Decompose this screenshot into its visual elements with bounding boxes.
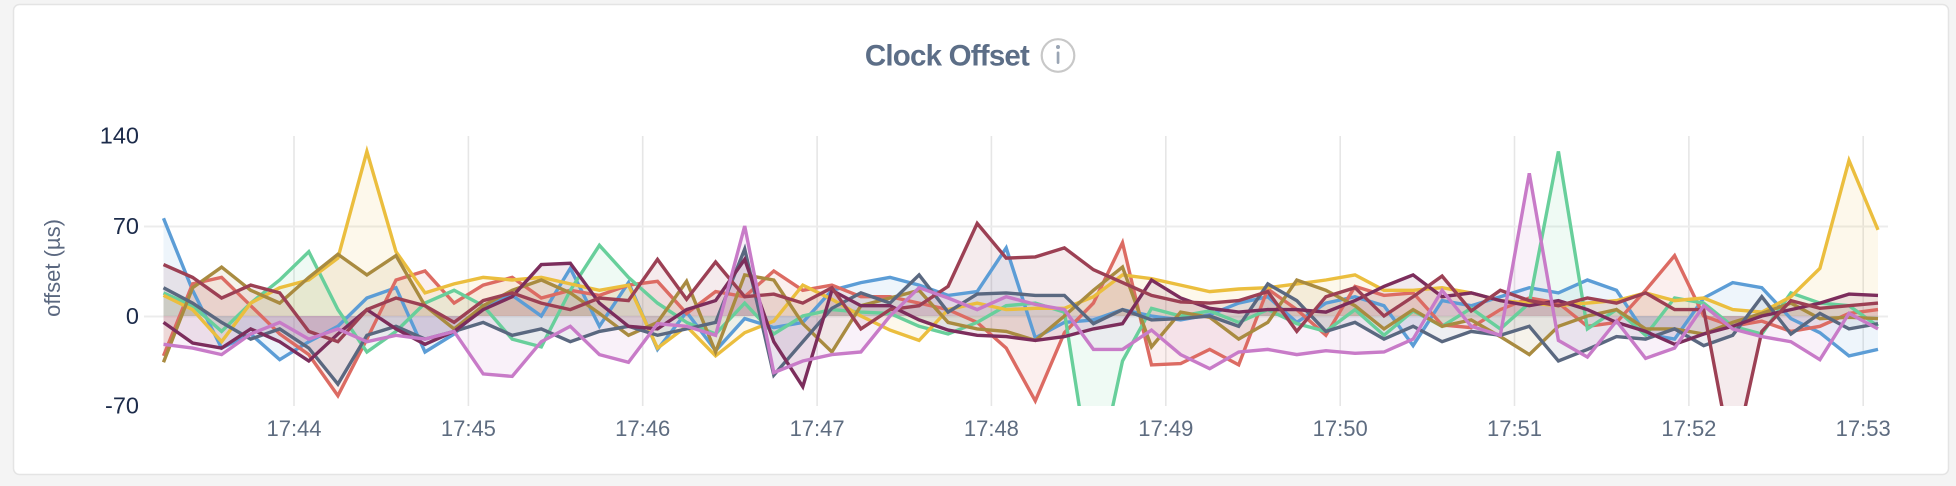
svg-text:17:52: 17:52 — [1661, 416, 1716, 441]
svg-text:17:47: 17:47 — [790, 416, 845, 441]
svg-text:17:48: 17:48 — [964, 416, 1019, 441]
svg-text:140: 140 — [100, 123, 139, 149]
svg-text:offset (µs): offset (µs) — [40, 219, 65, 317]
svg-text:17:50: 17:50 — [1313, 416, 1368, 441]
svg-text:0: 0 — [126, 303, 139, 329]
svg-text:17:51: 17:51 — [1487, 416, 1542, 441]
svg-text:17:49: 17:49 — [1138, 416, 1193, 441]
svg-text:-70: -70 — [105, 393, 139, 419]
svg-text:Clock Offset: Clock Offset — [865, 40, 1030, 73]
svg-text:17:53: 17:53 — [1836, 416, 1891, 441]
svg-text:17:44: 17:44 — [266, 416, 321, 441]
svg-text:17:46: 17:46 — [615, 416, 670, 441]
svg-text:70: 70 — [113, 213, 139, 239]
svg-text:17:45: 17:45 — [441, 416, 496, 441]
